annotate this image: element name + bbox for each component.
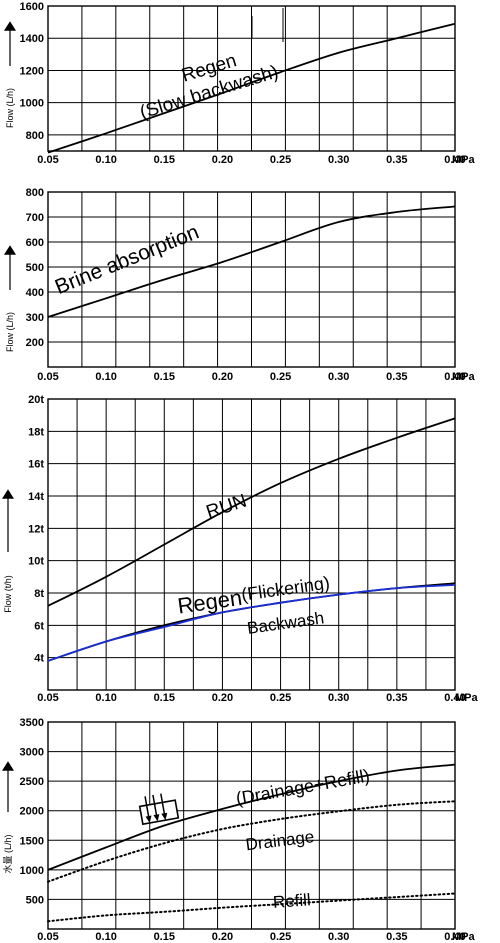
chart-3-curve-label: Regen: [176, 585, 244, 619]
chart-2-x-tick-label: 0.25: [270, 371, 291, 383]
chart-4-curve-label: Drainage: [245, 827, 316, 854]
chart-4-y-tick-label: 1500: [20, 835, 44, 847]
chart-2-x-tick-label: 0.10: [95, 371, 116, 383]
chart-2-x-tick-label: 0.30: [328, 371, 349, 383]
chart-1-series-line-1: [47, 22, 456, 154]
chart-3-x-tick-label: 0.35: [386, 692, 407, 704]
chart-1-x-tick-label: 0.15: [154, 154, 175, 166]
chart-4-x-tick-label: 0.30: [328, 931, 349, 943]
chart-4-x-tick-label: 0.25: [270, 931, 291, 943]
chart-3-x-tick-label: 0.40: [444, 692, 465, 704]
chart-3-x-tick-label: 0.25: [270, 692, 291, 704]
chart-4-y-tick-label: 3500: [20, 717, 44, 729]
chart-3-series-line-3: [47, 584, 456, 662]
chart-3-y-tick-label: 8t: [34, 588, 44, 600]
valve-icon: [138, 793, 180, 826]
chart-3-x-tick-label: 0.15: [154, 692, 175, 704]
chart-1-x-tick-label: 0.10: [95, 154, 116, 166]
chart-1-x-unit: MPa: [452, 154, 476, 166]
chart-4-curve-label: Refill: [272, 890, 311, 912]
chart-3-curve-label: (Flickering): [240, 573, 331, 605]
chart-1-plot-frame: [47, 5, 456, 152]
chart-1-y-axis-label: Flow (L/h): [5, 88, 15, 128]
chart-2-y-tick-label: 700: [26, 212, 44, 224]
chart-2-x-tick-label: 0.05: [37, 371, 58, 383]
chart-4-x-tick-label: 0.10: [95, 931, 116, 943]
chart-3-y-tick-label: 4t: [34, 653, 44, 665]
chart-1-x-tick-label: 0.05: [37, 154, 58, 166]
chart-2-y-tick-label: 500: [26, 262, 44, 274]
chart-4-y-tick-label: 3000: [20, 747, 44, 759]
chart-2-y-tick-label: 600: [26, 237, 44, 249]
chart-4-y-tick-label: 1000: [20, 865, 44, 877]
chart-3-x-tick-label: 0.10: [95, 692, 116, 704]
chart-2-x-tick-label: 0.15: [154, 371, 175, 383]
chart-4-series-line-2: [47, 800, 456, 883]
chart-2-series-line-1: [47, 205, 456, 318]
chart-4-y-tick-label: 500: [26, 894, 44, 906]
chart-3-y-axis-label: Flow (t/h): [3, 575, 13, 613]
chart-4-x-tick-label: 0.20: [212, 931, 233, 943]
chart-2-x-tick-label: 0.20: [212, 371, 233, 383]
chart-2-plot-frame: [47, 191, 456, 368]
chart-4-y-tick-label: 2000: [20, 806, 44, 818]
chart-4-x-tick-label: 0.40: [444, 931, 465, 943]
chart-2: 200 300 400 500 600 700 800 0.05 0.10 0.15 0.20 0.2…: [4, 187, 476, 383]
chart-3-y-tick-label: 14t: [28, 491, 44, 503]
chart-3-y-tick-label: 18t: [28, 426, 44, 438]
chart-2-y-tick-label: 400: [26, 287, 44, 299]
chart-1-x-tick-label: 0.20: [212, 154, 233, 166]
valve-icon-drop: [153, 814, 160, 822]
chart-3-x-tick-label: 0.05: [37, 692, 58, 704]
chart-1-x-tick-label: 0.30: [328, 154, 349, 166]
chart-4-curve-label: (Drainage+Refill): [234, 765, 371, 808]
chart-4: 500 1000 1500 2000 2500 3000 3500 0.05 0.10 0.15 0…: [2, 717, 476, 943]
chart-1-y-tick-label: 1000: [20, 98, 44, 110]
chart-2-x-tick-label: 0.40: [444, 371, 465, 383]
valve-icon-drop: [145, 815, 152, 823]
chart-1-x-tick-label: 0.40: [444, 154, 465, 166]
chart-2-curve-label: Brine absorption: [52, 220, 202, 299]
chart-4-y-axis-label: 水量 (L/h): [2, 834, 13, 873]
chart-3-y-tick-label: 6t: [34, 620, 44, 632]
chart-3-x-tick-label: 0.20: [212, 692, 233, 704]
chart-4-x-unit: MPa: [452, 931, 476, 943]
chart-3-y-tick-label: 12t: [28, 523, 44, 535]
valve-icon-body: [138, 799, 180, 826]
chart-2-x-unit: MPa: [452, 371, 476, 383]
chart-4-series-line-1: [47, 763, 456, 871]
chart-2-y-tick-label: 800: [26, 187, 44, 199]
chart-3-x-tick-label: 0.30: [328, 692, 349, 704]
valve-icon-drop: [161, 812, 168, 821]
chart-3-y-tick-label: 20t: [28, 394, 44, 406]
chart-3-y-tick-label: 16t: [28, 459, 44, 471]
chart-2-y-tick-label: 200: [26, 337, 44, 349]
chart-3-plot-frame: [47, 398, 456, 691]
chart-4-x-tick-label: 0.35: [386, 931, 407, 943]
chart-1-y-tick-label: 1400: [20, 33, 44, 45]
chart-3-series-line-1: [47, 417, 456, 607]
chart-3: 4t 6t 8t 10t 12t 14t 16t 18t 20t 0.05 0.10 0.15 0.20…: [2, 394, 479, 704]
chart-4-x-tick-label: 0.05: [37, 931, 58, 943]
chart-1-x-tick-label: 0.25: [270, 154, 291, 166]
chart-1-x-tick-label: 0.35: [386, 154, 407, 166]
chart-1-y-tick-label: 800: [26, 130, 44, 142]
chart-2-y-tick-label: 300: [26, 312, 44, 324]
chart-1-y-tick-label: 1200: [20, 65, 44, 77]
chart-2-y-axis-label: Flow (L/h): [5, 312, 15, 352]
chart-3-curve-label: RUN: [204, 491, 250, 524]
chart-1: 800 1000 1200 1400 1600 0.05 0.10 0.15 0.20 0.25 0…: [4, 1, 476, 166]
chart-4-x-tick-label: 0.15: [154, 931, 175, 943]
chart-4-series-line-3: [47, 892, 456, 923]
chart-3-y-tick-label: 10t: [28, 556, 44, 568]
chart-1-y-tick-label: 1600: [20, 1, 44, 13]
chart-4-y-tick-label: 2500: [20, 776, 44, 788]
chart-3-x-unit: MPa: [455, 692, 479, 704]
chart-4-plot-frame: [47, 721, 456, 930]
chart-3-curve-label: Backwash: [246, 608, 325, 638]
chart-2-x-tick-label: 0.35: [386, 371, 407, 383]
